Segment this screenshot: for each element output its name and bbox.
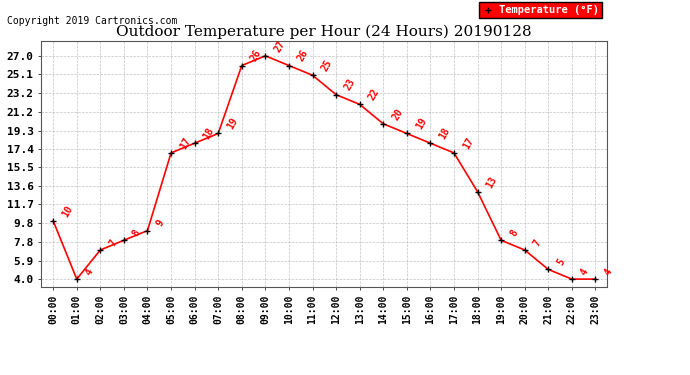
Text: 4: 4 — [579, 267, 591, 277]
Text: 27: 27 — [273, 39, 287, 54]
Title: Outdoor Temperature per Hour (24 Hours) 20190128: Outdoor Temperature per Hour (24 Hours) … — [117, 24, 532, 39]
Text: 17: 17 — [461, 135, 475, 151]
Text: 19: 19 — [225, 116, 239, 131]
Text: 9: 9 — [155, 218, 166, 228]
Text: 4: 4 — [602, 267, 614, 277]
Text: 4: 4 — [83, 267, 95, 277]
Text: Copyright 2019 Cartronics.com: Copyright 2019 Cartronics.com — [7, 16, 177, 26]
Text: 19: 19 — [414, 116, 428, 131]
Text: 7: 7 — [107, 238, 119, 248]
Legend: Temperature (°F): Temperature (°F) — [479, 2, 602, 18]
Text: 13: 13 — [484, 174, 499, 190]
Text: 7: 7 — [531, 238, 543, 248]
Text: 8: 8 — [131, 228, 142, 238]
Text: 26: 26 — [296, 48, 310, 63]
Text: 26: 26 — [248, 48, 264, 63]
Text: 18: 18 — [201, 126, 216, 141]
Text: 17: 17 — [178, 135, 193, 151]
Text: 20: 20 — [390, 106, 405, 122]
Text: 10: 10 — [60, 204, 75, 219]
Text: 25: 25 — [319, 58, 334, 73]
Text: 18: 18 — [437, 126, 452, 141]
Text: 23: 23 — [343, 77, 357, 93]
Text: 22: 22 — [366, 87, 381, 102]
Text: 8: 8 — [508, 228, 520, 238]
Text: 5: 5 — [555, 257, 566, 267]
